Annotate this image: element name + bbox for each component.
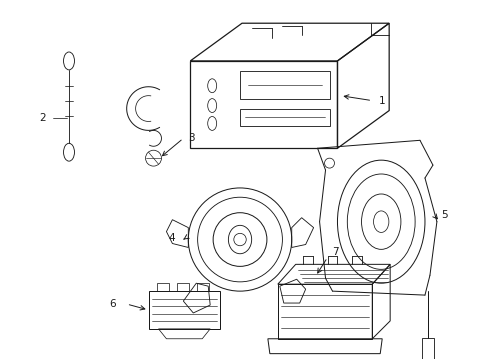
Text: 5: 5 [440,210,447,220]
Text: 4: 4 [168,233,175,243]
Text: 6: 6 [108,299,115,309]
Text: 1: 1 [379,96,385,105]
Text: 2: 2 [39,113,46,123]
Bar [240,109,329,126]
Text: 7: 7 [332,247,339,257]
Text: 3: 3 [188,133,195,143]
Bar [421,338,433,360]
Bar [240,71,329,99]
